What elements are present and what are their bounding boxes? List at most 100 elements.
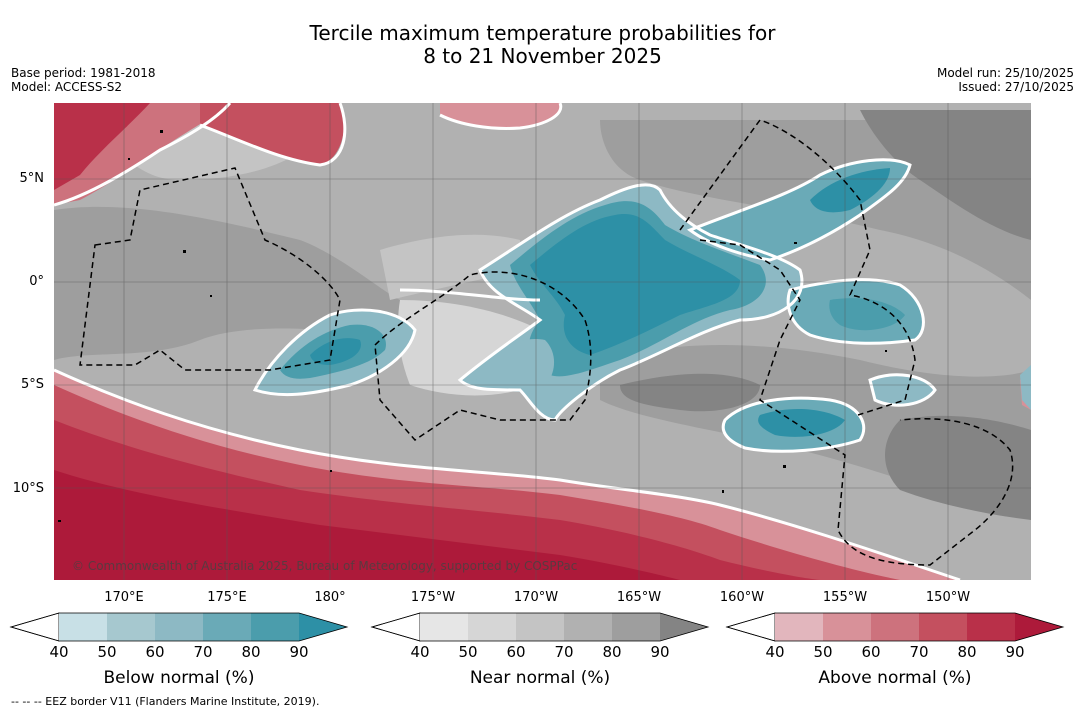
tick-above-90: 90 [1005,643,1025,661]
colorbar-above [725,612,1065,642]
title-line-1: Tercile maximum temperature probabilitie… [309,21,776,45]
colorbar-near [370,612,710,642]
near-normal-dark-patch-1 [620,373,760,412]
colorbar-below-swatch-90 [299,613,347,641]
tick-near-70: 70 [554,643,574,661]
tick-near-90: 90 [650,643,670,661]
tick-below-70: 70 [193,643,213,661]
colorbar-above-swatch-80 [967,613,1015,641]
contour-below-northeast [686,158,912,262]
contour-below-central [457,183,804,422]
colorbar-below-swatch-40 [59,613,107,641]
colorbar-below-swatch-70 [203,613,251,641]
eez-borders [79,119,1014,566]
near-normal-dark-patch-2 [885,415,1031,520]
map-title: Tercile maximum temperature probabilitie… [0,22,1085,68]
eez-footnote: -- -- -- EEZ border V11 (Flanders Marine… [11,695,320,708]
forty-percent-contours [54,103,961,580]
below-normal-east-core [829,298,905,331]
lon-label-170w: 170°W [513,590,559,605]
tick-near-50: 50 [458,643,478,661]
colorbar-below-swatch-50 [107,613,155,641]
eez-border-southeast [699,239,1014,566]
tick-above-80: 80 [957,643,977,661]
colorbar-above-swatch-90 [1015,613,1063,641]
colorbar-above-title: Above normal (%) [818,668,972,688]
tick-below-60: 60 [145,643,165,661]
tick-near-60: 60 [506,643,526,661]
contour-below-east [786,278,925,345]
tick-below-90: 90 [289,643,309,661]
lon-label-165w: 165°W [616,590,662,605]
colorbar-near-swatch-90 [660,613,708,641]
colorbar-above-swatch-70 [919,613,967,641]
lon-label-170e: 170°E [104,590,144,605]
colorbar-above-swatch-40 [775,613,823,641]
lat-label-10s: 10°S [12,481,44,496]
below-normal-southeast-core [758,408,845,437]
above-normal-south-core [54,470,680,580]
model-name: Model: ACCESS-S2 [11,80,123,94]
colorbar-below-swatch-60 [155,613,203,641]
above-normal-north [200,103,344,165]
above-normal-north-small [440,103,561,129]
tick-above-70: 70 [909,643,929,661]
meta-left: Base period: 1981-2018 Model: ACCESS-S2 [11,66,156,94]
colorbar-below [9,612,349,642]
meta-right: Model run: 25/10/2025 Issued: 27/10/2025 [937,66,1074,94]
above-normal-northwest-dark [54,103,150,190]
lon-label-175e: 175°E [207,590,247,605]
contour-above-north-small [439,103,563,130]
colorbar-near-swatch-40 [420,613,468,641]
colorbar-near-swatch-60 [516,613,564,641]
base-period: Base period: 1981-2018 [11,66,156,80]
eez-border-west [79,167,341,371]
colorbar-above-swatch-50 [823,613,871,641]
tick-near-80: 80 [602,643,622,661]
tick-below-40: 40 [49,643,69,661]
eez-border-northeast [679,119,916,416]
lat-label-5s: 5°S [20,377,44,392]
near-normal-light-center [380,234,520,300]
tick-below-80: 80 [241,643,261,661]
contour-above-north [199,103,347,167]
lon-label-155w: 155°W [822,590,868,605]
below-normal-south-central [470,339,555,392]
issued-date: Issued: 27/10/2025 [958,80,1074,94]
colorbar-near-swatch-80 [612,613,660,641]
lon-label-150w: 150°W [925,590,971,605]
lon-label-175w: 175°W [410,590,456,605]
contour-below-east-small [868,373,937,407]
below-normal-central-core [530,214,740,355]
contour-near-center [399,288,541,302]
colorbars-graphic [9,612,1065,642]
title-line-2: 8 to 21 November 2025 [423,44,662,68]
contour-below-southeast [721,396,866,453]
tick-above-40: 40 [765,643,785,661]
tick-above-50: 50 [813,643,833,661]
probability-field [54,103,1031,580]
model-run: Model run: 25/10/2025 [936,66,1074,80]
copyright-notice: © Commonwealth of Australia 2025, Bureau… [72,559,578,573]
colorbar-near-swatch-50 [468,613,516,641]
contour-below-west [252,308,417,397]
near-normal-dark-northeast [860,110,1031,240]
lon-label-180: 180° [314,590,346,605]
colorbar-near-title: Near normal (%) [469,668,611,688]
below-normal-east-edge [1020,365,1031,410]
below-normal-west-core [310,338,361,365]
tick-above-60: 60 [861,643,881,661]
islands [58,130,887,522]
colorbar-below-swatch-80 [251,613,299,641]
colorbar-below-title: Below normal (%) [103,668,255,688]
below-normal-east-small [870,374,935,406]
tick-below-50: 50 [97,643,117,661]
contour-above-northwest [54,103,232,207]
colorbar-near-swatch-70 [564,613,612,641]
colorbar-above-swatch-60 [871,613,919,641]
lat-label-5n: 5°N [19,171,45,186]
lat-label-0: 0° [29,274,44,289]
tick-near-40: 40 [410,643,430,661]
lon-label-160w: 160°W [719,590,765,605]
